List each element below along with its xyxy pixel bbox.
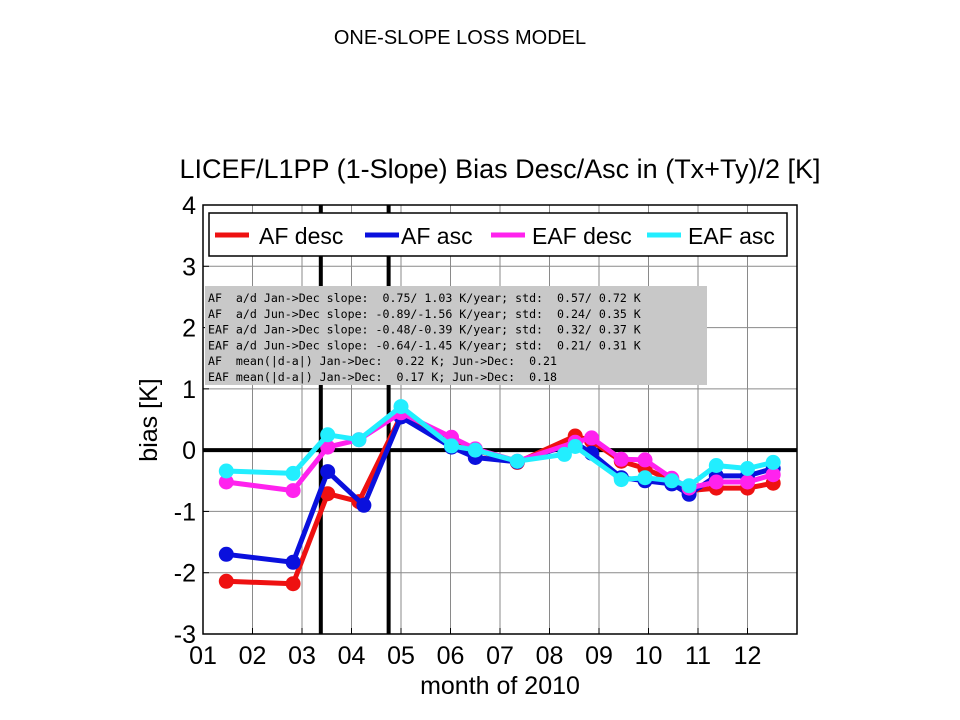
x-tick-label: 03 [288, 642, 316, 670]
data-point [285, 465, 301, 481]
y-tick-label: -2 [174, 560, 196, 588]
data-point [664, 473, 680, 489]
data-point [444, 438, 459, 454]
x-tick-label: 09 [585, 642, 613, 670]
x-tick-label: 12 [734, 642, 762, 670]
data-point [218, 573, 234, 589]
x-tick-label: 07 [486, 642, 514, 670]
annotation-line: AF mean(|d-a|) Jan->Dec: 0.22 K; Jun->De… [208, 354, 557, 369]
data-point [613, 451, 629, 467]
legend-label: EAF desc [532, 223, 632, 249]
data-point [637, 470, 653, 486]
data-point [765, 467, 781, 483]
data-point [218, 546, 234, 562]
legend-item: AF desc [215, 223, 343, 249]
x-tick-label: 06 [437, 642, 465, 670]
legend-label: EAF asc [688, 223, 775, 249]
data-point [637, 452, 653, 468]
stats-annotation-box: AF a/d Jan->Dec slope: 0.75/ 1.03 K/year… [205, 286, 707, 385]
y-tick-label: 2 [182, 315, 196, 343]
annotation-line: EAF a/d Jun->Dec slope: -0.64/-1.45 K/ye… [208, 338, 641, 352]
x-tick-label: 11 [685, 642, 711, 670]
y-axis-label: bias [K] [135, 378, 163, 461]
data-point [509, 453, 525, 469]
data-point [567, 439, 583, 454]
x-tick-label: 05 [387, 642, 415, 670]
chart-title: LICEF/L1PP (1-Slope) Bias Desc/Asc in (T… [180, 154, 821, 184]
data-point [218, 463, 234, 479]
y-tick-label: -3 [174, 621, 196, 649]
y-tick-label: 3 [182, 253, 196, 281]
data-point [708, 458, 724, 473]
legend-item: EAF asc [647, 223, 775, 249]
y-tick-label: 4 [182, 192, 196, 220]
legend: AF desc AF asc EAF desc EAF asc [208, 212, 788, 257]
data-point [320, 439, 336, 455]
legend-item: EAF desc [491, 223, 632, 249]
data-point [393, 399, 409, 415]
data-point [613, 472, 629, 488]
annotation-background [205, 286, 707, 385]
legend-item: AF asc [365, 223, 473, 249]
y-tick-label: -1 [174, 498, 196, 526]
slide-title: ONE-SLOPE LOSS MODEL [333, 27, 587, 49]
data-point [556, 446, 572, 462]
series-eaf-asc [218, 399, 781, 494]
annotation-line: AF a/d Jun->Dec slope: -0.89/-1.56 K/yea… [208, 307, 641, 321]
x-axis-ticks: 01 02 03 04 05 06 07 08 09 10 11 12 [189, 628, 761, 670]
data-point [285, 483, 301, 499]
annotation-line: AF a/d Jan->Dec slope: 0.75/ 1.03 K/year… [208, 291, 641, 305]
data-point [740, 461, 755, 476]
y-tick-label: 1 [182, 376, 196, 404]
data-point [765, 454, 781, 470]
data-point [351, 432, 367, 448]
x-axis-label: month of 2010 [420, 672, 580, 700]
x-tick-label: 04 [338, 642, 366, 670]
x-tick-label: 02 [239, 642, 267, 670]
y-tick-label: 0 [182, 437, 196, 465]
y-axis-ticks: -3 -2 -1 0 1 2 3 4 [174, 192, 209, 649]
legend-label: AF desc [259, 223, 343, 249]
x-tick-label: 08 [536, 642, 564, 670]
data-point [320, 427, 336, 443]
data-point [218, 474, 234, 490]
data-point [285, 576, 301, 592]
legend-label: AF asc [401, 223, 473, 249]
data-point [320, 464, 336, 480]
data-point [708, 474, 724, 490]
data-point [320, 486, 336, 502]
data-point [681, 478, 697, 494]
data-point [285, 554, 301, 570]
series-layer [218, 399, 781, 592]
data-point [584, 430, 600, 446]
data-point [740, 474, 755, 490]
x-tick-label: 01 [189, 642, 217, 670]
data-point [356, 497, 372, 513]
x-tick-label: 10 [635, 642, 663, 670]
annotation-line: EAF a/d Jan->Dec slope: -0.48/-0.39 K/ye… [208, 323, 641, 337]
data-point [467, 442, 483, 458]
annotation-line: EAF mean(|d-a|) Jan->Dec: 0.17 K; Jun->D… [208, 370, 557, 385]
